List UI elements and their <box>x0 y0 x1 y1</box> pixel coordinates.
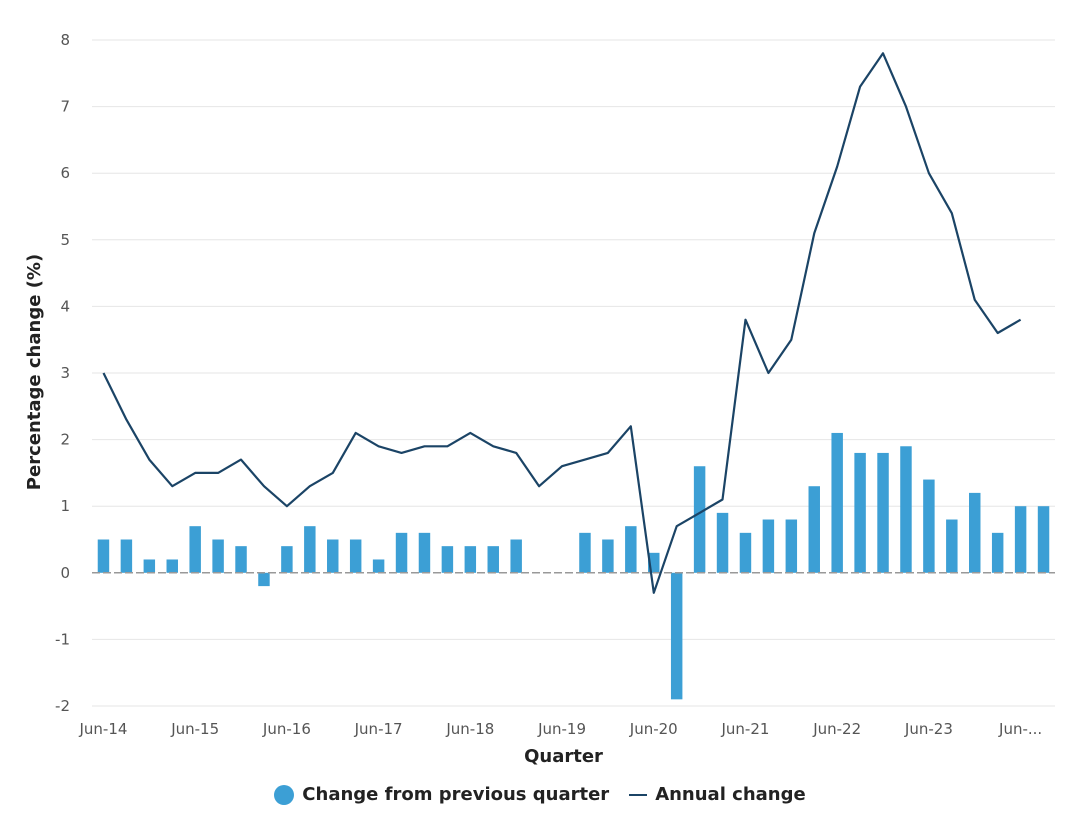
y-tick-label: 4 <box>60 297 70 315</box>
bar <box>716 512 729 573</box>
bar <box>349 539 362 573</box>
bar <box>120 539 133 573</box>
bar <box>327 539 339 573</box>
y-tick-label: 5 <box>60 231 70 249</box>
legend-bar-label: Change from previous quarter <box>302 784 610 805</box>
bar <box>923 479 935 573</box>
bar <box>648 552 660 573</box>
y-tick-label: 8 <box>60 31 70 49</box>
legend-item-bars[interactable]: Change from previous quarter <box>274 784 609 805</box>
x-tick-label: Jun-20 <box>629 720 678 738</box>
legend-bar-swatch <box>274 784 295 805</box>
x-axis-title: Quarter <box>524 746 603 767</box>
bar <box>487 546 499 573</box>
combo-chart: -2 -1 0 1 2 3 4 5 6 7 8 Jun-14 Jun-15 Jun-16 Jun-17 Jun… <box>24 31 1055 767</box>
x-tick-label: Jun-23 <box>904 720 953 738</box>
x-tick-label: Jun-17 <box>354 720 403 738</box>
bar <box>281 546 293 573</box>
bar <box>372 559 385 573</box>
legend-line-swatch <box>629 793 648 796</box>
bar <box>762 519 775 573</box>
y-tick-label: 2 <box>60 431 70 449</box>
y-tick-label: 3 <box>60 364 70 382</box>
x-tick-label: Jun-... <box>998 720 1042 738</box>
bar <box>395 532 408 573</box>
y-axis-title: Percentage change (%) <box>24 254 45 490</box>
bar <box>464 546 477 573</box>
bar <box>693 466 706 573</box>
bar <box>946 519 958 573</box>
bar <box>166 559 178 573</box>
bar <box>143 559 156 573</box>
x-tick-label: Jun-16 <box>262 720 311 738</box>
legend: Change from previous quarter Annual chan… <box>0 784 1080 805</box>
bar <box>877 452 889 573</box>
bar <box>441 546 454 573</box>
bar <box>418 532 431 573</box>
bar <box>969 492 981 573</box>
bar <box>97 539 110 573</box>
bar <box>189 526 201 573</box>
x-tick-label: Jun-15 <box>170 720 219 738</box>
bar <box>831 432 843 573</box>
legend-item-line[interactable]: Annual change <box>629 784 806 805</box>
bar <box>304 526 316 573</box>
bar <box>808 486 820 573</box>
bar <box>510 539 522 573</box>
y-tick-label: 7 <box>60 98 70 116</box>
y-tick-label: 1 <box>60 497 70 515</box>
bar <box>212 539 224 573</box>
bar <box>1014 506 1027 573</box>
y-tick-label: -2 <box>55 697 70 715</box>
bar <box>785 519 798 573</box>
bar <box>579 532 591 573</box>
annual-change-line <box>102 52 1022 594</box>
bar <box>625 526 637 573</box>
bar <box>602 539 614 573</box>
bar <box>1037 506 1050 573</box>
x-tick-label: Jun-19 <box>537 720 586 738</box>
y-tick-label: 0 <box>60 564 70 582</box>
y-tick-label: -1 <box>55 630 70 648</box>
bar <box>670 572 683 700</box>
bar <box>739 532 752 573</box>
x-tick-label: Jun-18 <box>445 720 494 738</box>
bar <box>900 446 912 573</box>
bar <box>854 452 866 573</box>
x-tick-label: Jun-14 <box>78 720 127 738</box>
legend-line-label: Annual change <box>655 784 806 805</box>
bar <box>991 532 1004 573</box>
bar <box>258 572 270 587</box>
x-tick-label: Jun-21 <box>720 720 769 738</box>
x-tick-label: Jun-22 <box>812 720 861 738</box>
bar <box>235 546 247 573</box>
y-tick-label: 6 <box>60 164 70 182</box>
